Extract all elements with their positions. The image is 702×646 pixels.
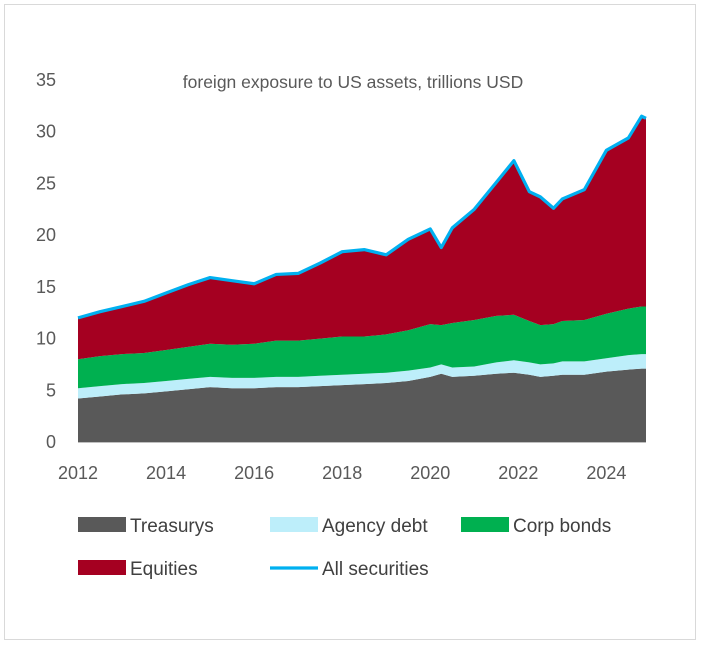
area-agency-debt [78, 354, 646, 399]
area-treasurys [78, 368, 646, 442]
y-tick-label: 30 [36, 122, 56, 142]
x-tick-label: 2024 [586, 463, 626, 483]
y-tick-label: 5 [46, 380, 56, 400]
legend-swatch [461, 517, 509, 532]
y-tick-label: 10 [36, 329, 56, 349]
axes: 0 5 10 15 20 25 30 35 2012 2014 2016 2018 2020 2022 20… [36, 70, 646, 483]
x-tick-label: 2018 [322, 463, 362, 483]
legend: Treasurys Agency debt Corp bonds Equities Al… [78, 516, 611, 580]
x-tick-label: 2020 [410, 463, 450, 483]
legend-item-equities: Equities [78, 559, 198, 580]
y-tick-label: 15 [36, 277, 56, 297]
x-tick-label: 2022 [498, 463, 538, 483]
x-tick-label: 2014 [146, 463, 186, 483]
area-equities [78, 116, 646, 360]
x-tick-label: 2012 [58, 463, 98, 483]
area-corp-bonds [78, 306, 646, 389]
legend-swatch [78, 560, 126, 575]
plot-area [77, 114, 647, 442]
legend-swatch [78, 517, 126, 532]
legend-label: Treasurys [130, 516, 214, 537]
legend-item-agency-debt: Agency debt [270, 516, 428, 537]
legend-label: All securities [322, 559, 429, 580]
y-tick-label: 20 [36, 225, 56, 245]
chart-title: foreign exposure to US assets, trillions… [183, 72, 523, 92]
legend-label: Corp bonds [513, 516, 611, 537]
y-tick-label: 25 [36, 173, 56, 193]
legend-item-treasurys: Treasurys [78, 516, 214, 537]
legend-label: Agency debt [322, 516, 428, 537]
y-tick-label: 35 [36, 70, 56, 90]
y-tick-label: 0 [46, 432, 56, 452]
x-tick-label: 2016 [234, 463, 274, 483]
line-all-securities [77, 114, 647, 320]
legend-swatch [270, 517, 318, 532]
legend-item-corp-bonds: Corp bonds [461, 516, 611, 537]
legend-label: Equities [130, 559, 198, 580]
legend-item-all-securities: All securities [270, 559, 429, 580]
